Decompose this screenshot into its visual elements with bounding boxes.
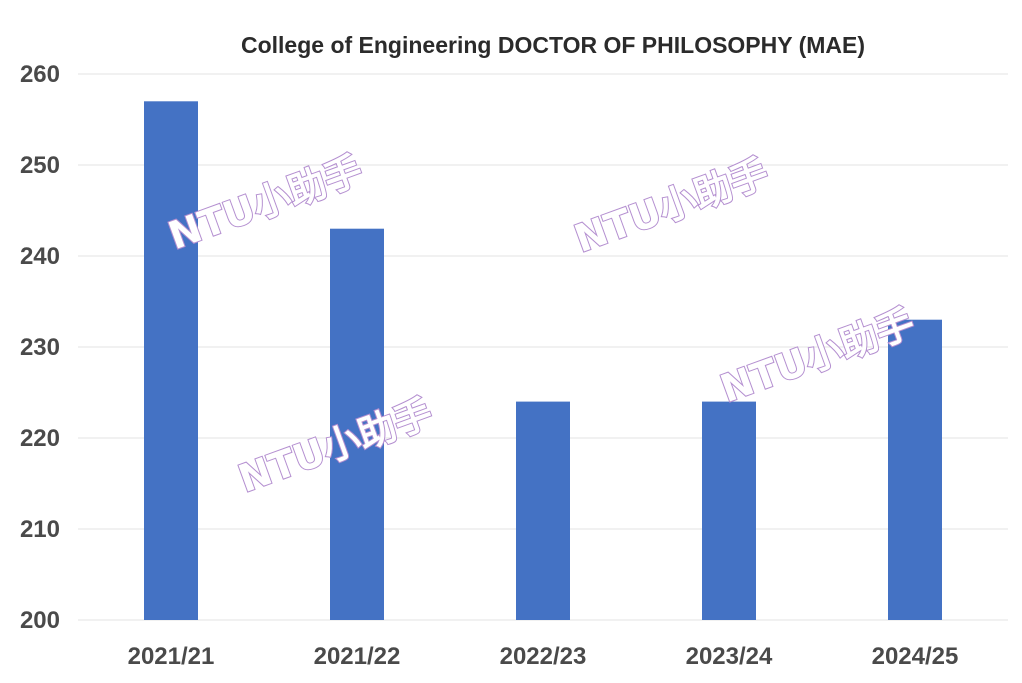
bars [144,101,942,621]
y-tick-label: 240 [20,243,60,270]
x-axis-ticks: 2021/21 2021/22 2022/23 2023/24 2024/25 [128,643,959,670]
y-tick-label: 230 [20,334,60,361]
bar [702,401,756,620]
bar [516,401,570,620]
y-axis-ticks: 200 210 220 230 240 250 260 [20,61,60,634]
x-tick-label: 2021/22 [314,643,401,670]
y-tick-label: 220 [20,425,60,452]
x-tick-label: 2021/21 [128,643,215,670]
x-tick-label: 2022/23 [500,643,587,670]
bar [144,101,198,621]
bar [330,228,384,620]
x-tick-label: 2024/25 [872,643,959,670]
y-tick-label: 260 [20,61,60,88]
chart-title: College of Engineering DOCTOR OF PHILOSO… [241,32,865,58]
y-tick-label: 250 [20,152,60,179]
y-tick-label: 210 [20,516,60,543]
x-tick-label: 2023/24 [686,643,773,670]
y-tick-label: 200 [20,607,60,634]
bar [888,319,942,620]
watermark-stamp: NTU小助手 [569,150,774,261]
